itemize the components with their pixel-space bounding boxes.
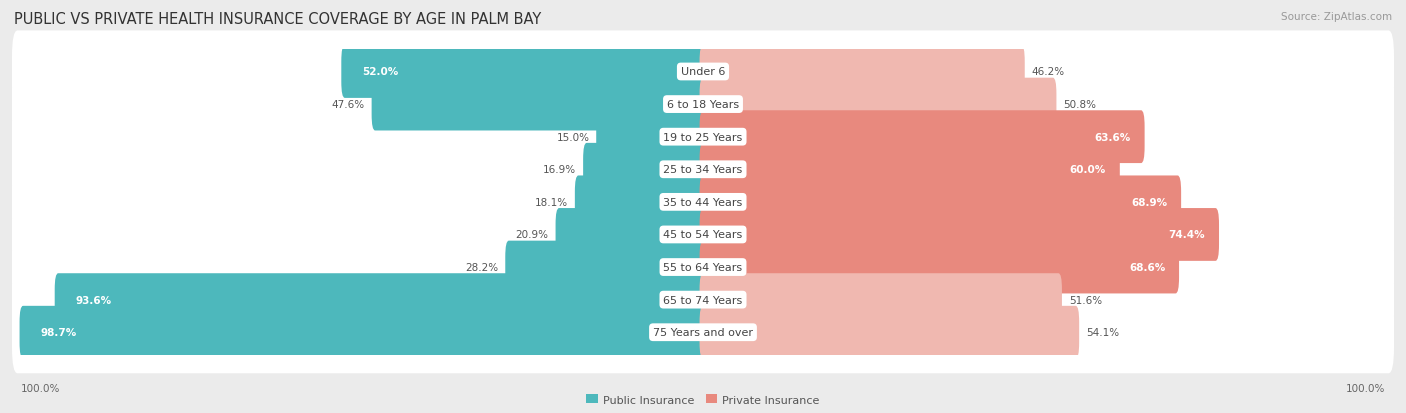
FancyBboxPatch shape bbox=[13, 226, 1393, 309]
FancyBboxPatch shape bbox=[596, 111, 706, 164]
FancyBboxPatch shape bbox=[700, 176, 1181, 229]
FancyBboxPatch shape bbox=[700, 111, 1144, 164]
FancyBboxPatch shape bbox=[13, 64, 1393, 146]
Text: 19 to 25 Years: 19 to 25 Years bbox=[664, 132, 742, 142]
Text: 55 to 64 Years: 55 to 64 Years bbox=[664, 262, 742, 273]
FancyBboxPatch shape bbox=[575, 176, 706, 229]
Text: 68.9%: 68.9% bbox=[1132, 197, 1167, 207]
FancyBboxPatch shape bbox=[13, 96, 1393, 178]
Text: 20.9%: 20.9% bbox=[516, 230, 548, 240]
FancyBboxPatch shape bbox=[700, 78, 1056, 131]
Text: 100.0%: 100.0% bbox=[1346, 383, 1385, 393]
Text: 51.6%: 51.6% bbox=[1069, 295, 1102, 305]
Text: 25 to 34 Years: 25 to 34 Years bbox=[664, 165, 742, 175]
FancyBboxPatch shape bbox=[13, 259, 1393, 341]
Text: 35 to 44 Years: 35 to 44 Years bbox=[664, 197, 742, 207]
Text: 15.0%: 15.0% bbox=[557, 132, 589, 142]
Text: 52.0%: 52.0% bbox=[361, 67, 398, 77]
Text: 65 to 74 Years: 65 to 74 Years bbox=[664, 295, 742, 305]
Text: 16.9%: 16.9% bbox=[543, 165, 576, 175]
FancyBboxPatch shape bbox=[700, 273, 1062, 326]
Text: 60.0%: 60.0% bbox=[1070, 165, 1107, 175]
FancyBboxPatch shape bbox=[13, 194, 1393, 276]
Text: 98.7%: 98.7% bbox=[41, 328, 76, 337]
FancyBboxPatch shape bbox=[700, 144, 1119, 196]
FancyBboxPatch shape bbox=[13, 129, 1393, 211]
Text: 74.4%: 74.4% bbox=[1168, 230, 1205, 240]
Text: 54.1%: 54.1% bbox=[1085, 328, 1119, 337]
Text: 50.8%: 50.8% bbox=[1063, 100, 1097, 110]
FancyBboxPatch shape bbox=[583, 144, 706, 196]
FancyBboxPatch shape bbox=[55, 273, 706, 326]
Text: 68.6%: 68.6% bbox=[1129, 262, 1166, 273]
Text: PUBLIC VS PRIVATE HEALTH INSURANCE COVERAGE BY AGE IN PALM BAY: PUBLIC VS PRIVATE HEALTH INSURANCE COVER… bbox=[14, 12, 541, 27]
FancyBboxPatch shape bbox=[342, 46, 706, 99]
Text: 93.6%: 93.6% bbox=[76, 295, 111, 305]
FancyBboxPatch shape bbox=[700, 209, 1219, 261]
FancyBboxPatch shape bbox=[700, 46, 1025, 99]
Text: 100.0%: 100.0% bbox=[21, 383, 60, 393]
FancyBboxPatch shape bbox=[555, 209, 706, 261]
Text: 46.2%: 46.2% bbox=[1032, 67, 1064, 77]
Text: Under 6: Under 6 bbox=[681, 67, 725, 77]
Legend: Public Insurance, Private Insurance: Public Insurance, Private Insurance bbox=[586, 394, 820, 405]
FancyBboxPatch shape bbox=[13, 161, 1393, 243]
FancyBboxPatch shape bbox=[13, 292, 1393, 373]
Text: 18.1%: 18.1% bbox=[534, 197, 568, 207]
FancyBboxPatch shape bbox=[700, 306, 1080, 359]
FancyBboxPatch shape bbox=[700, 241, 1180, 294]
Text: 47.6%: 47.6% bbox=[332, 100, 364, 110]
Text: Source: ZipAtlas.com: Source: ZipAtlas.com bbox=[1281, 12, 1392, 22]
Text: 63.6%: 63.6% bbox=[1095, 132, 1130, 142]
FancyBboxPatch shape bbox=[13, 31, 1393, 113]
Text: 28.2%: 28.2% bbox=[465, 262, 498, 273]
FancyBboxPatch shape bbox=[505, 241, 706, 294]
FancyBboxPatch shape bbox=[371, 78, 706, 131]
Text: 45 to 54 Years: 45 to 54 Years bbox=[664, 230, 742, 240]
FancyBboxPatch shape bbox=[20, 306, 706, 359]
Text: 6 to 18 Years: 6 to 18 Years bbox=[666, 100, 740, 110]
Text: 75 Years and over: 75 Years and over bbox=[652, 328, 754, 337]
